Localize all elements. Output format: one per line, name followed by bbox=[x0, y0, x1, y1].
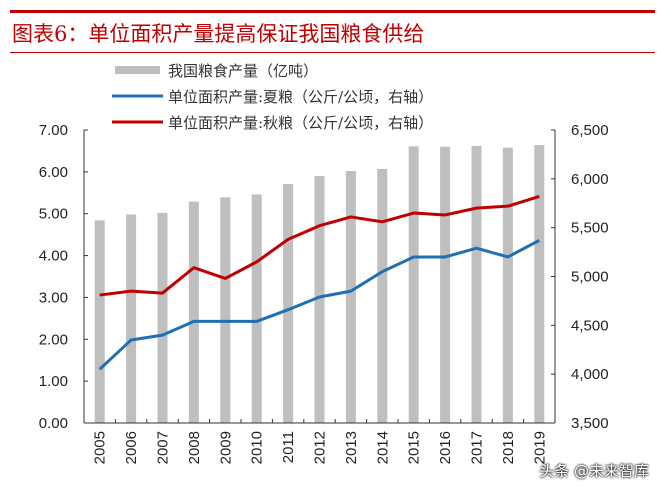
bar-2017 bbox=[471, 145, 482, 424]
x-tick-label: 2011 bbox=[280, 431, 297, 463]
x-tick-label: 2016 bbox=[437, 431, 454, 464]
left-tick-label: 3.00 bbox=[39, 289, 68, 306]
x-tick-label: 2015 bbox=[406, 431, 423, 464]
bar-2015 bbox=[408, 146, 419, 423]
x-tick-label: 2007 bbox=[155, 431, 172, 464]
bar-2006 bbox=[126, 214, 137, 423]
legend-label: 我国粮食产量（亿吨） bbox=[168, 62, 318, 80]
right-tick-label: 6,000 bbox=[571, 171, 609, 188]
left-tick-label: 5.00 bbox=[39, 206, 68, 223]
bar-2010 bbox=[251, 194, 262, 423]
top-rule bbox=[10, 10, 655, 13]
x-tick-label: 2019 bbox=[531, 431, 548, 464]
bar-2014 bbox=[377, 168, 388, 423]
right-tick-label: 5,000 bbox=[571, 269, 609, 286]
left-tick-label: 6.00 bbox=[39, 164, 68, 181]
x-tick-label: 2009 bbox=[217, 431, 234, 464]
bar-2013 bbox=[345, 171, 356, 423]
chart-title: 图表6：单位面积产量提高保证我国粮食供给 bbox=[12, 22, 425, 46]
title-rule bbox=[10, 52, 655, 53]
x-tick-label: 2005 bbox=[92, 431, 109, 464]
left-tick-label: 0.00 bbox=[39, 415, 68, 432]
x-tick-label: 2018 bbox=[500, 431, 517, 464]
right-tick-label: 4,000 bbox=[571, 366, 609, 383]
left-tick-label: 4.00 bbox=[39, 248, 68, 265]
bar-2008 bbox=[188, 201, 199, 423]
x-tick-label: 2006 bbox=[123, 431, 140, 464]
right-tick-label: 5,500 bbox=[571, 220, 609, 237]
bar-2016 bbox=[440, 146, 451, 423]
x-tick-label: 2013 bbox=[343, 431, 360, 464]
x-tick-label: 2014 bbox=[374, 431, 391, 464]
legend-label: 单位面积产量:夏粮（公斤/公顷，右轴） bbox=[168, 88, 433, 106]
bar-2009 bbox=[220, 197, 231, 423]
left-tick-label: 7.00 bbox=[39, 122, 68, 139]
watermark: 头条 @未来智库 bbox=[539, 462, 649, 480]
bar-2012 bbox=[314, 176, 325, 423]
x-tick-label: 2008 bbox=[186, 431, 203, 464]
right-tick-label: 4,500 bbox=[571, 317, 609, 334]
right-tick-label: 6,500 bbox=[571, 122, 609, 139]
bar-2019 bbox=[534, 145, 545, 423]
left-tick-label: 2.00 bbox=[39, 331, 68, 348]
left-tick-label: 1.00 bbox=[39, 373, 68, 390]
bar-2005 bbox=[94, 220, 105, 423]
bar-2018 bbox=[502, 147, 513, 423]
legend-label: 单位面积产量:秋粮（公斤/公顷，右轴） bbox=[168, 114, 433, 132]
bar-2011 bbox=[283, 183, 294, 423]
x-tick-label: 2012 bbox=[312, 431, 329, 464]
right-tick-label: 3,500 bbox=[571, 415, 609, 432]
legend-swatch-bar bbox=[115, 66, 160, 74]
x-tick-label: 2010 bbox=[249, 431, 266, 464]
bar-2007 bbox=[157, 212, 168, 423]
x-tick-label: 2017 bbox=[469, 431, 486, 464]
